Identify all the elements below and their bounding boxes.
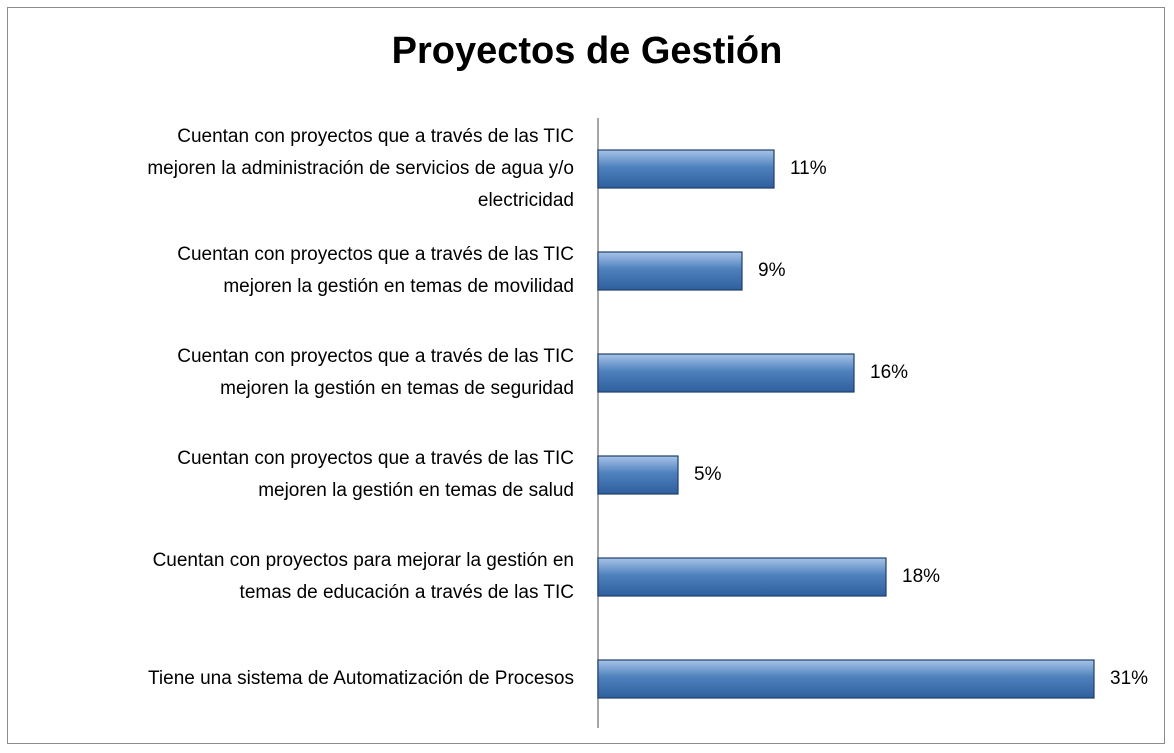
value-label: 11% (790, 158, 827, 179)
chart-title: Proyectos de Gestión (391, 30, 783, 72)
bar (597, 659, 1095, 699)
value-label: 5% (694, 464, 722, 485)
bar (597, 149, 775, 189)
value-label: 18% (902, 566, 940, 587)
bar (597, 251, 743, 291)
bar (597, 557, 887, 597)
bar (597, 455, 679, 495)
value-label: 31% (1110, 668, 1148, 689)
value-label: 16% (870, 362, 908, 383)
category-label: Cuentan con proyectos que a través de la… (177, 346, 574, 399)
category-label: Cuentan con proyectos que a través de la… (177, 448, 574, 501)
chart-frame (7, 7, 1165, 744)
value-label: 9% (758, 260, 786, 281)
category-label: Tiene una sistema de Automatización de P… (148, 668, 574, 689)
category-label: Cuentan con proyectos que a través de la… (177, 244, 574, 297)
bar (597, 353, 855, 393)
category-label: Cuentan con proyectos que a través de la… (147, 126, 574, 211)
category-label: Cuentan con proyectos para mejorar la ge… (152, 550, 574, 603)
